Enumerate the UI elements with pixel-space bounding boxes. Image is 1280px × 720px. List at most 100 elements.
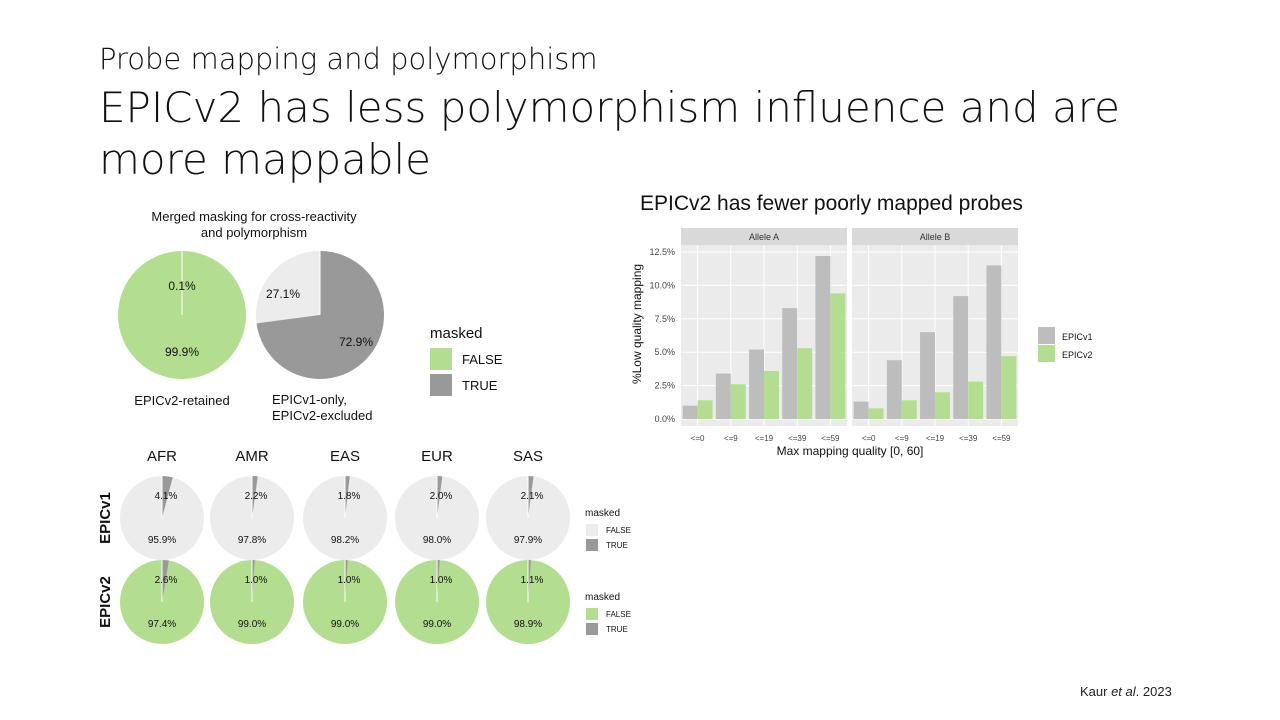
bar-chart-title: EPICv2 has fewer poorly mapped probes xyxy=(640,192,1023,215)
citation-author: Kaur xyxy=(1080,684,1112,699)
pie-false-label: 98.0% xyxy=(423,535,451,546)
legend-swatch xyxy=(1038,345,1055,362)
bar-Allele-A-EPICv1-2 xyxy=(749,349,764,419)
legend-label: TRUE xyxy=(606,541,628,550)
pie-true-label: 1.8% xyxy=(338,491,361,502)
slide-title: EPICv2 has less polymorphism influence a… xyxy=(99,83,1120,184)
legend-swatch-false xyxy=(430,348,452,370)
pie-false-label: 27.1% xyxy=(266,287,300,301)
pie-false-label: 95.9% xyxy=(148,535,176,546)
pie-EPICv2-EUR-true-slice xyxy=(437,560,440,602)
pie-true-label: 2.6% xyxy=(155,575,178,586)
bar-Allele-B-EPICv2-0 xyxy=(868,408,884,419)
legend-label: FALSE xyxy=(606,610,631,619)
pie-true-label: 2.1% xyxy=(521,491,544,502)
legend-swatch xyxy=(586,608,598,620)
column-header-amr: AMR xyxy=(235,448,269,465)
row-label-epicv2: EPICv2 xyxy=(97,576,114,628)
legend-swatch-true xyxy=(430,374,452,396)
legend-title: masked xyxy=(585,508,620,519)
pie-false-label: 97.8% xyxy=(238,535,266,546)
pie-false-label: 97.9% xyxy=(514,535,542,546)
pie-true-label: 4.1% xyxy=(155,491,178,502)
pie-EPICv2-AFR-true-slice xyxy=(162,560,169,602)
pie-EPICv2-EAS-true-slice xyxy=(345,560,348,602)
legend-swatch xyxy=(586,539,598,551)
bar-Allele-B-EPICv1-4 xyxy=(986,265,1002,419)
pie-EPICv1-EUR-true-slice xyxy=(437,476,443,518)
bar-Allele-A-EPICv2-2 xyxy=(764,370,779,419)
facet-label: Allele A xyxy=(749,232,779,242)
x-tick-label: <=19 xyxy=(755,434,774,443)
legend-label: EPICv2 xyxy=(1062,350,1093,360)
bar-Allele-A-EPICv1-3 xyxy=(782,308,798,419)
pie-EPICv2-AMR-true-slice xyxy=(252,560,255,602)
x-tick-label: <=39 xyxy=(788,434,807,443)
legend-swatch xyxy=(586,524,598,536)
bar-Allele-A-EPICv1-0 xyxy=(682,405,698,419)
merged-pie-title: Merged masking for cross-reactivity xyxy=(151,209,357,224)
pie-EPICv1-EAS-true-slice xyxy=(345,476,350,518)
pie-false-label: 98.2% xyxy=(331,535,359,546)
x-tick-label: <=0 xyxy=(862,434,876,443)
pie-false-label: 99.9% xyxy=(165,345,199,359)
bar-Allele-B-EPICv2-3 xyxy=(968,381,984,419)
pie-false-label: 99.0% xyxy=(423,619,451,630)
legend-label: FALSE xyxy=(606,526,631,535)
x-axis-label: Max mapping quality [0, 60] xyxy=(777,444,924,458)
column-header-afr: AFR xyxy=(147,448,177,465)
pie-EPICv1-SAS-true-slice xyxy=(528,476,534,518)
pie-false-label: 98.9% xyxy=(514,619,542,630)
legend-label: EPICv1 xyxy=(1062,332,1093,342)
pie-true-label: 2.0% xyxy=(430,491,453,502)
slide-subtitle: Probe mapping and polymorphism xyxy=(99,42,598,76)
pie-category-label: EPICv2-excluded xyxy=(272,408,372,423)
legend-swatch xyxy=(586,623,598,635)
column-header-eur: EUR xyxy=(421,448,453,465)
y-tick-label: 10.0% xyxy=(649,280,675,290)
pie-EPICv1-AFR-true-slice xyxy=(162,476,173,518)
pie-true-label: 2.2% xyxy=(245,491,268,502)
row-label-epicv1: EPICv1 xyxy=(97,492,114,544)
y-tick-label: 5.0% xyxy=(654,347,675,357)
pie-false-label: 99.0% xyxy=(331,619,359,630)
facet-strip xyxy=(681,228,847,245)
bar-Allele-A-EPICv1-1 xyxy=(715,373,731,419)
bar-Allele-B-EPICv1-0 xyxy=(853,401,869,419)
pie-EPICv2-SAS-true-slice xyxy=(528,560,531,602)
pie-false-label: 99.0% xyxy=(238,619,266,630)
legend-title: masked xyxy=(585,592,620,603)
facet-label: Allele B xyxy=(920,232,951,242)
bar-Allele-A-EPICv2-1 xyxy=(730,384,746,419)
pie-true-label: 1.0% xyxy=(430,575,453,586)
bar-Allele-B-EPICv2-2 xyxy=(935,392,950,419)
x-tick-label: <=59 xyxy=(992,434,1011,443)
pie-true-label: 1.0% xyxy=(245,575,268,586)
citation-etal: et al xyxy=(1111,684,1136,699)
legend-label: FALSE xyxy=(462,352,503,367)
legend-label: TRUE xyxy=(462,378,498,393)
x-tick-label: <=9 xyxy=(724,434,738,443)
pie-category-label: EPICv1-only, xyxy=(272,392,347,407)
bar-Allele-A-EPICv2-0 xyxy=(697,400,713,419)
y-tick-label: 7.5% xyxy=(654,314,675,324)
pie-true-label: 0.1% xyxy=(168,279,196,293)
citation: Kaur et al. 2023 xyxy=(1080,684,1172,699)
pie-EPICv1-AMR-true-slice xyxy=(252,476,258,518)
bar-Allele-B-EPICv1-2 xyxy=(920,332,935,419)
y-tick-label: 0.0% xyxy=(654,414,675,424)
bar-Allele-A-EPICv2-3 xyxy=(797,348,813,419)
y-tick-label: 2.5% xyxy=(654,381,675,391)
merged-pie-title: and polymorphism xyxy=(201,225,307,240)
bar-Allele-B-EPICv2-4 xyxy=(1001,356,1017,419)
pie-true-label: 1.1% xyxy=(521,575,544,586)
bar-Allele-B-EPICv1-1 xyxy=(886,360,902,419)
pie-false-label: 97.4% xyxy=(148,619,176,630)
bar-Allele-A-EPICv2-4 xyxy=(830,293,846,419)
y-tick-label: 12.5% xyxy=(649,247,675,257)
y-axis-label: %Low quality mapping xyxy=(630,264,644,384)
x-tick-label: <=0 xyxy=(691,434,705,443)
pie-true-label: 1.0% xyxy=(338,575,361,586)
x-tick-label: <=39 xyxy=(959,434,978,443)
legend-swatch xyxy=(1038,327,1055,344)
